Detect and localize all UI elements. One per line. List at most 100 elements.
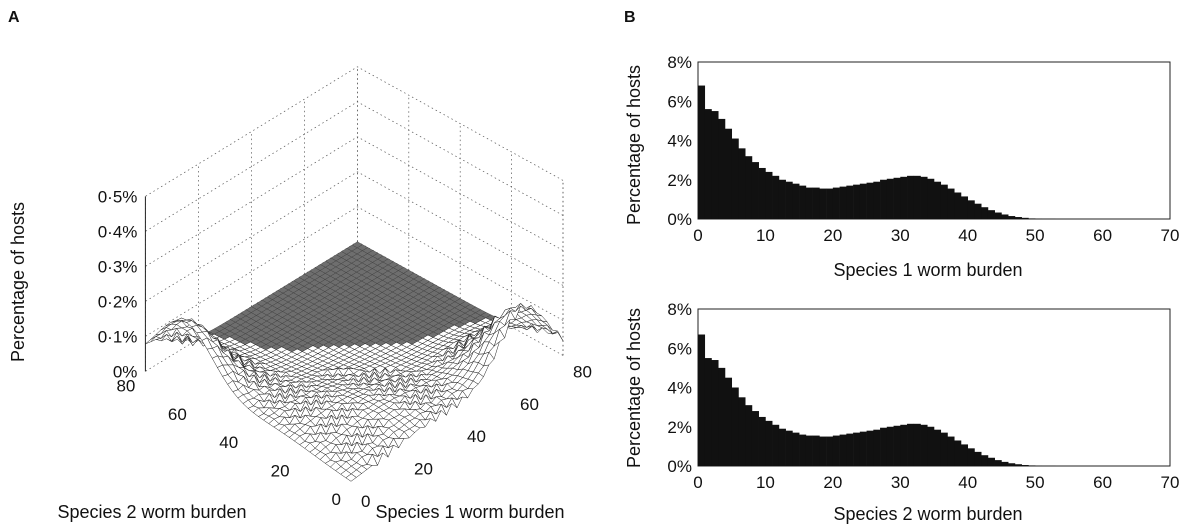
histogram-bar: [799, 185, 807, 219]
histogram-bar: [927, 426, 935, 466]
histogram-bar: [839, 186, 847, 219]
y-tick-label: 4%: [667, 132, 692, 151]
histogram-bar: [846, 185, 854, 219]
y-tick-label: 0: [332, 490, 341, 509]
z-tick-label: 0·5%: [98, 187, 138, 206]
histogram-bar: [893, 177, 901, 219]
y-tick-label: 20: [271, 462, 290, 481]
histogram-bar: [704, 109, 712, 219]
histogram-bar: [711, 111, 719, 219]
x-tick-label: 40: [467, 427, 486, 446]
histogram-bar: [698, 85, 706, 219]
histogram-species2: 0 10 20 30 40 50 60 70 0% 2% 4% 6% 8% Species 2 worm…: [624, 300, 1179, 524]
histogram-bar: [1008, 463, 1016, 466]
histogram-bar: [832, 187, 840, 219]
histogram-bar: [751, 162, 759, 219]
histogram-species1-bars: [698, 85, 1056, 219]
histogram-bar: [751, 411, 759, 466]
y-tick-label: 6%: [667, 92, 692, 111]
histogram-bar: [1008, 216, 1016, 219]
histogram-bar: [880, 427, 888, 466]
histogram-bar: [839, 434, 847, 466]
histogram-bar: [785, 430, 793, 466]
histogram-bar: [826, 436, 834, 466]
histogram-bar: [900, 176, 908, 219]
x-tick-label: 60: [1093, 473, 1112, 492]
histogram-bar: [920, 176, 928, 219]
z-tick-label: 0%: [113, 362, 138, 381]
y-tick-label: 0%: [667, 210, 692, 229]
histogram-bar: [765, 420, 773, 466]
histogram-bar: [846, 433, 854, 466]
histogram-bar: [724, 128, 733, 219]
histogram-bar: [1021, 465, 1029, 466]
y-tick-label: 4%: [667, 379, 692, 398]
y-tick-label: 0%: [667, 457, 692, 476]
histogram-bar: [987, 210, 995, 219]
histogram-species2-ticks: 0 10 20 30 40 50 60 70 0% 2% 4% 6% 8%: [667, 300, 1179, 492]
histogram-bar: [934, 181, 942, 219]
histogram-bar: [1021, 217, 1029, 219]
histogram-bar: [981, 455, 989, 466]
histogram-bar: [745, 405, 753, 466]
histogram-species1-y-label: Percentage of hosts: [624, 65, 644, 225]
y-tick-label: 6%: [667, 339, 692, 358]
grid-line: [145, 66, 564, 197]
histogram-bar: [745, 156, 753, 219]
histogram-species1: 0 10 20 30 40 50 60 70 0% 2% 4% 6% 8% Species 1 worm…: [624, 53, 1179, 280]
x-tick-label: 60: [1093, 226, 1112, 245]
x-tick-label: 10: [756, 226, 775, 245]
histogram-bar: [994, 212, 1002, 219]
histogram-bar: [934, 429, 942, 466]
surface-cell: [345, 473, 357, 482]
surface-y-axis-label: Species 2 worm burden: [57, 502, 246, 522]
histogram-bar: [1028, 465, 1036, 466]
histogram-bar: [880, 179, 888, 219]
histogram-bar: [873, 181, 881, 219]
histogram-bar: [1014, 464, 1022, 466]
x-tick-label: 60: [520, 395, 539, 414]
histogram-bar: [711, 360, 719, 466]
histogram-bar: [954, 440, 962, 466]
y-tick-label: 8%: [667, 300, 692, 319]
z-tick-label: 0·4%: [98, 222, 138, 241]
x-tick-label: 0: [361, 492, 370, 511]
histogram-bar: [913, 423, 921, 466]
histogram-bar: [947, 188, 955, 219]
histogram-bar: [873, 429, 881, 466]
x-tick-label: 40: [958, 473, 977, 492]
histogram-bar: [785, 181, 793, 219]
histogram-bar: [960, 444, 969, 466]
x-tick-label: 50: [1026, 473, 1045, 492]
histogram-bar: [724, 377, 733, 466]
grid-line: [145, 171, 564, 302]
histogram-bar: [907, 423, 915, 466]
z-tick-label: 0·1%: [98, 327, 138, 346]
histogram-bar: [987, 457, 995, 466]
histogram-bar: [819, 436, 827, 466]
y-tick-label: 2%: [667, 171, 692, 190]
histogram-bar: [859, 431, 867, 466]
x-tick-label: 70: [1161, 226, 1180, 245]
histogram-bar: [799, 434, 807, 466]
histogram-bar: [826, 188, 834, 219]
surface-z-axis-label: Percentage of hosts: [8, 202, 28, 362]
histogram-bar: [994, 460, 1002, 466]
x-tick-label: 30: [891, 226, 910, 245]
histogram-bar: [866, 430, 874, 466]
histogram-bar: [698, 334, 706, 466]
histogram-bar: [718, 118, 726, 219]
y-tick-label: 40: [219, 433, 238, 452]
panel-a-label: A: [8, 9, 20, 26]
histogram-bar: [778, 428, 786, 466]
y-tick-label: 60: [168, 405, 187, 424]
grid-line: [145, 136, 564, 267]
histogram-bar: [907, 175, 915, 219]
histogram-species1-ticks: 0 10 20 30 40 50 60 70 0% 2% 4% 6% 8%: [667, 53, 1179, 245]
x-tick-label: 20: [823, 226, 842, 245]
histogram-species1-x-label: Species 1 worm burden: [833, 260, 1022, 280]
histogram-bar: [1028, 218, 1036, 219]
histogram-bar: [954, 192, 962, 219]
